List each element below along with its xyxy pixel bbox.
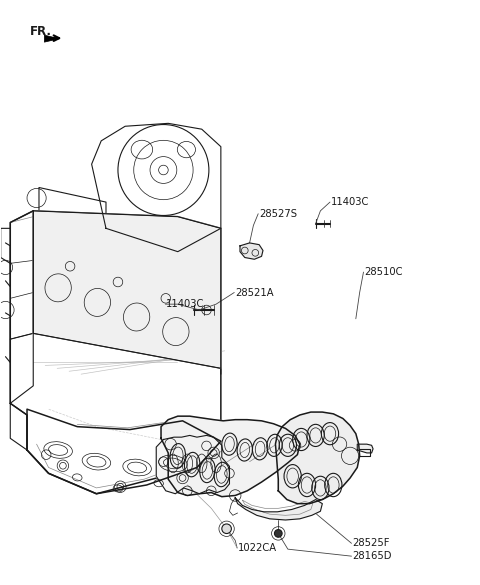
Polygon shape bbox=[33, 211, 221, 369]
Text: 28165D: 28165D bbox=[352, 551, 392, 561]
Text: 28525F: 28525F bbox=[352, 538, 390, 548]
Polygon shape bbox=[240, 243, 263, 259]
Polygon shape bbox=[156, 435, 229, 494]
Text: 28521A: 28521A bbox=[235, 287, 274, 298]
Text: 28527S: 28527S bbox=[259, 209, 297, 219]
Circle shape bbox=[222, 524, 231, 534]
Polygon shape bbox=[235, 498, 323, 520]
Polygon shape bbox=[357, 444, 373, 453]
Text: FR.: FR. bbox=[29, 25, 51, 37]
Polygon shape bbox=[161, 416, 300, 497]
Text: 1022CA: 1022CA bbox=[238, 543, 277, 553]
Text: 28510C: 28510C bbox=[364, 267, 403, 277]
Text: 11403C: 11403C bbox=[331, 197, 369, 207]
Polygon shape bbox=[44, 35, 60, 42]
Polygon shape bbox=[276, 412, 360, 504]
Text: 11403C: 11403C bbox=[166, 299, 204, 309]
Circle shape bbox=[275, 529, 282, 537]
